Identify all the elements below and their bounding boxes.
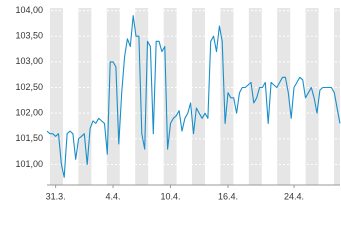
y-tick-label: 101,00 <box>15 159 43 169</box>
x-tick-label: 16.4. <box>218 191 238 201</box>
y-tick-label: 102,50 <box>15 82 43 92</box>
day-band <box>192 8 205 185</box>
y-tick-label: 103,50 <box>15 31 43 41</box>
x-tick-label: 10.4. <box>161 191 181 201</box>
y-tick-label: 104,00 <box>15 5 43 15</box>
x-tick-label: 31.3. <box>46 191 66 201</box>
chart: 101,00 101,50 102,00 102,50 103,00 103,50 104,… <box>15 5 341 201</box>
y-tick-label: 101,50 <box>15 133 43 143</box>
day-band <box>334 8 340 185</box>
day-bands <box>50 8 340 185</box>
day-band <box>50 8 63 185</box>
day-band <box>248 8 262 185</box>
y-tick-label: 102,00 <box>15 108 43 118</box>
price-line <box>46 15 341 178</box>
x-tick-label: 24.4. <box>284 191 304 201</box>
day-band <box>78 8 92 185</box>
y-tick-label: 103,00 <box>15 56 43 66</box>
day-band <box>305 8 319 185</box>
x-tick-label: 4.4. <box>106 191 121 201</box>
day-band <box>277 8 291 185</box>
day-band <box>163 8 177 185</box>
day-band <box>220 8 234 185</box>
day-band <box>106 8 120 185</box>
